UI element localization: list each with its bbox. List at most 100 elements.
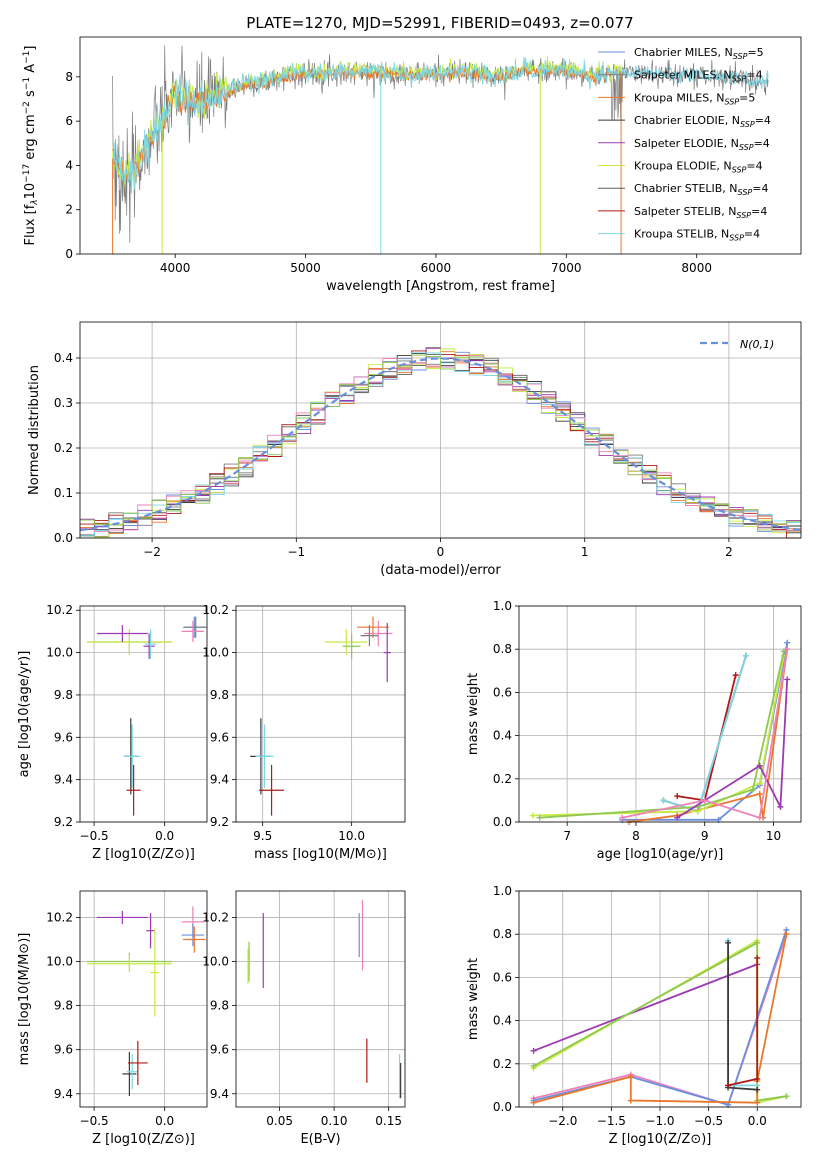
- panel-age_vs_mass: 9.5 10.0 9.2 9.4 9.6 9.8 10.0 10.2 mass [log10(M…: [202, 603, 406, 862]
- error-bar-point: [356, 616, 389, 638]
- mass-weight-marker: [783, 1093, 790, 1100]
- error-bar-point: [383, 622, 391, 683]
- error-bar-point: [96, 910, 148, 925]
- x-tick-label: 10.0: [338, 829, 365, 843]
- x-tick-label: −1: [287, 545, 305, 559]
- error-bar-point: [183, 926, 206, 953]
- x-axis-label: mass [log10(M/M⊙)]: [254, 847, 387, 862]
- y-tick-label: 9.8: [210, 999, 229, 1013]
- mass-weight-marker: [784, 676, 791, 683]
- mass-weight-marker: [777, 803, 784, 810]
- y-tick-label: 0: [65, 247, 73, 261]
- y-tick-label: 9.4: [210, 1087, 229, 1101]
- x-axis-label: (data-model)/error: [380, 563, 501, 578]
- legend-entry: Salpeter STELIB, NSSP=4: [634, 205, 767, 220]
- y-axis-label: age [log10(age/yr)]: [17, 651, 32, 778]
- axes-frame: [235, 890, 406, 1108]
- error-bar-point: [150, 928, 160, 1017]
- legend-entry: N(0,1): [740, 338, 774, 351]
- error-bar-point: [146, 913, 155, 949]
- error-bar-point: [122, 1051, 137, 1096]
- y-tick-label: 0.2: [493, 1057, 512, 1071]
- mass-weight-marker: [530, 1099, 537, 1106]
- y-axis-label: Normed distribution: [27, 365, 42, 495]
- x-tick-label: 8000: [681, 261, 712, 275]
- x-tick-label: −0.5: [694, 1114, 723, 1128]
- panel-mass_weight_vs_age: 7 8 9 10 0.0 0.2 0.4 0.6 0.8 1.0 age [log10(age/yr…: [466, 599, 802, 862]
- y-tick-label: 9.4: [54, 773, 73, 787]
- error-bar-point: [181, 620, 205, 642]
- panel-mass_weight_vs_Z: −2.0 −1.5 −1.0 −0.5 0.0 0.0 0.2 0.4 0.6 0.8 1.0 Z […: [466, 884, 802, 1147]
- y-tick-label: 0.0: [54, 531, 73, 545]
- x-tick-label: 5000: [290, 261, 321, 275]
- mass-weight-marker: [784, 639, 791, 646]
- x-tick-label: 0.10: [321, 1114, 348, 1128]
- axes-frame: [518, 605, 802, 823]
- x-tick-label: 10: [766, 829, 781, 843]
- mass-weight-marker: [627, 1073, 634, 1080]
- x-axis-label: age [log10(age/yr)]: [597, 847, 724, 862]
- y-tick-label: 0.6: [493, 685, 512, 699]
- x-tick-label: 0.05: [266, 1114, 293, 1128]
- y-tick-label: 9.6: [210, 730, 229, 744]
- y-tick-label: 0.4: [54, 351, 73, 365]
- axes-frame: [235, 605, 406, 823]
- mass-weight-marker: [756, 790, 763, 797]
- x-tick-label: 0.0: [155, 1114, 174, 1128]
- y-tick-label: 0.0: [493, 1100, 512, 1114]
- y-tick-label: 9.6: [54, 730, 73, 744]
- legend-entry: Chabrier ELODIE, NSSP=4: [634, 114, 771, 129]
- y-tick-label: 1.0: [493, 599, 512, 613]
- mass-weight-series-line: [622, 649, 789, 819]
- mass-weight-marker: [754, 1099, 761, 1106]
- mass-weight-marker: [619, 814, 626, 821]
- y-tick-label: 10.2: [202, 910, 229, 924]
- x-axis-label: wavelength [Angstrom, rest frame]: [326, 279, 555, 294]
- error-bar-point: [126, 1054, 138, 1090]
- error-bar-point: [360, 625, 379, 647]
- mass-weight-marker: [756, 762, 763, 769]
- y-tick-label: 10.2: [202, 603, 229, 617]
- x-tick-label: 6000: [421, 261, 452, 275]
- mass-weight-series-line: [539, 651, 785, 819]
- axes-frame: [79, 605, 208, 823]
- y-tick-label: 9.8: [210, 688, 229, 702]
- y-tick-label: 2: [65, 203, 73, 217]
- y-tick-label: 0.4: [493, 1014, 512, 1028]
- y-tick-label: 9.6: [54, 1043, 73, 1057]
- y-axis-label: mass weight: [466, 958, 481, 1040]
- y-tick-label: 9.2: [210, 815, 229, 829]
- panel-mass_vs_ebv: 0.05 0.10 0.15 9.4 9.6 9.8 10.0 10.2 E(B-V): [202, 890, 406, 1147]
- y-tick-label: 1.0: [493, 884, 512, 898]
- y-tick-label: 10.0: [46, 646, 73, 660]
- mass-weight-marker: [674, 793, 681, 800]
- error-bar-point: [123, 724, 141, 789]
- y-axis-label: Flux [fλ10−17 erg cm−2 s−1 A−1]: [22, 46, 40, 246]
- model-spectrum-line: [112, 56, 622, 194]
- y-tick-label: 4: [65, 158, 73, 172]
- x-tick-label: 0.0: [155, 829, 174, 843]
- y-tick-label: 9.6: [210, 1043, 229, 1057]
- axes-frame: [79, 890, 208, 1108]
- error-bar-point: [96, 625, 148, 642]
- histogram-step-line: [80, 354, 801, 531]
- error-bar-point: [324, 629, 368, 655]
- error-bar-point: [184, 616, 207, 638]
- mass-weight-marker: [749, 786, 756, 793]
- y-tick-label: 10.0: [202, 955, 229, 969]
- mass-weight-marker: [756, 780, 763, 787]
- error-bar-point: [127, 1040, 148, 1085]
- y-tick-label: 10.2: [46, 603, 73, 617]
- x-tick-label: 9: [701, 829, 709, 843]
- model-spectrum-line: [620, 65, 769, 90]
- x-axis-label: E(B-V): [300, 1132, 340, 1147]
- x-axis-label: Z [log10(Z/Z⊙)]: [609, 1132, 712, 1147]
- panel-residual_hist: −2 −1 0 1 2 0.0 0.1 0.2 0.3 0.4 (data-model)/error…: [27, 321, 802, 578]
- x-tick-label: 0.15: [375, 1114, 402, 1128]
- error-bar-point: [126, 764, 141, 816]
- x-tick-label: 1: [581, 545, 589, 559]
- mass-weight-marker: [660, 797, 667, 804]
- y-tick-label: 6: [65, 114, 73, 128]
- figure-title: PLATE=1270, MJD=52991, FIBERID=0493, z=0…: [246, 14, 633, 32]
- model-spectrum-line: [112, 65, 622, 183]
